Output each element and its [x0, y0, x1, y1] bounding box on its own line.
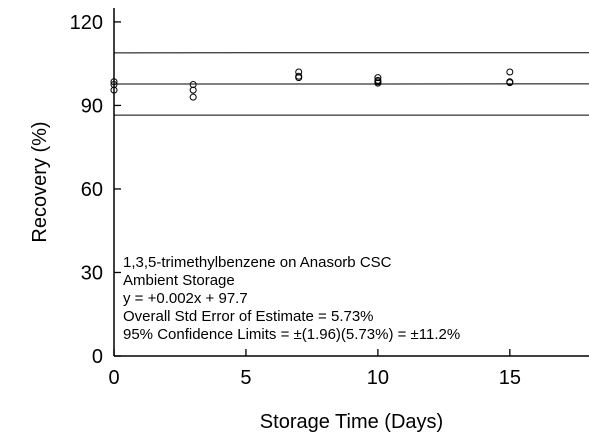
- annotation-block: 1,3,5-trimethylbenzene on Anasorb CSCAmb…: [123, 254, 460, 343]
- y-tick-label: 0: [92, 346, 103, 368]
- data-point: [506, 79, 514, 87]
- x-axis-ticks: 0 5 10 15: [108, 349, 521, 389]
- reference-lines: [113, 52, 589, 116]
- y-axis-ticks: 0 30 60 90 120: [70, 12, 121, 368]
- y-axis-label: Recovery (%): [29, 121, 51, 242]
- x-tick-label: 15: [499, 367, 521, 389]
- x-tick-label: 0: [108, 367, 119, 389]
- data-point: [374, 79, 382, 87]
- x-tick-label: 5: [240, 367, 251, 389]
- y-tick-label: 90: [81, 95, 103, 117]
- y-tick-label: 60: [81, 179, 103, 201]
- data-point: [189, 86, 197, 94]
- data-points: [110, 68, 514, 101]
- annotation-line: 95% Confidence Limits = ±(1.96)(5.73%) =…: [123, 326, 460, 343]
- annotation-line: Ambient Storage: [123, 272, 235, 289]
- annotation-line: 1,3,5-trimethylbenzene on Anasorb CSC: [123, 254, 392, 271]
- annotation-line: Overall Std Error of Estimate = 5.73%: [123, 308, 374, 325]
- data-point: [506, 68, 514, 76]
- x-axis-label: Storage Time (Days): [260, 411, 443, 433]
- y-tick-label: 120: [70, 12, 103, 34]
- data-point: [189, 93, 197, 101]
- y-tick-label: 30: [81, 262, 103, 284]
- x-tick-label: 10: [367, 367, 389, 389]
- data-point: [295, 74, 303, 82]
- annotation-line: y = +0.002x + 97.7: [123, 290, 248, 307]
